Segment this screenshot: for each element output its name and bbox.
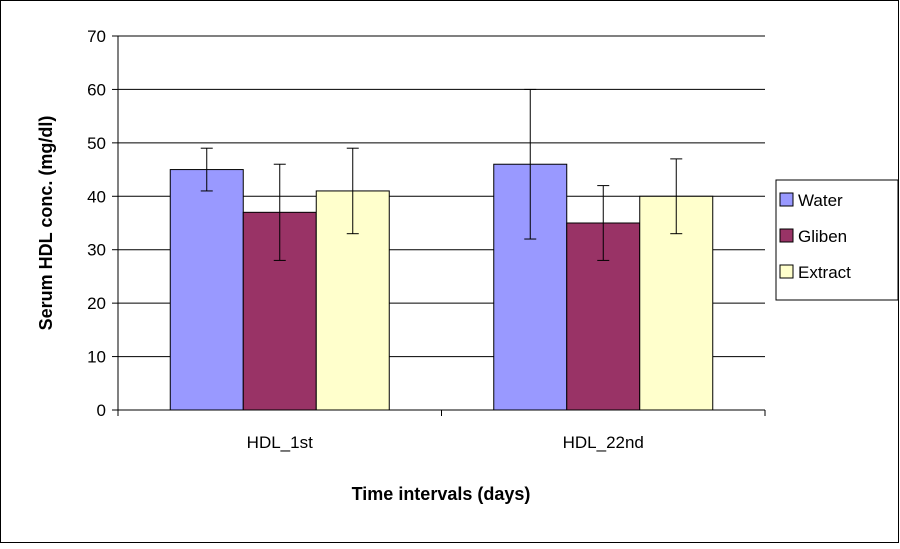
y-tick-label: 70: [87, 27, 106, 46]
legend-label-extract: Extract: [798, 263, 851, 282]
legend-swatch-water: [779, 192, 794, 207]
bar-water-hdl_1st: [169, 169, 244, 411]
legend-swatch-extract: [779, 264, 794, 279]
error-bars: [200, 88, 683, 261]
y-tick-label: 10: [87, 348, 106, 367]
y-tick-labels: 0 10 20 30 40 50 60 70: [87, 27, 106, 420]
legend-swatch-gliben: [779, 228, 794, 243]
legend: Water Gliben Extract: [775, 179, 899, 301]
legend-label-gliben: Gliben: [798, 227, 847, 246]
legend-box: [775, 179, 899, 301]
x-axis-label: Time intervals (days): [352, 484, 531, 504]
y-tick-label: 50: [87, 134, 106, 153]
x-category-labels: HDL_1st HDL_22nd: [247, 433, 644, 452]
y-axis-label: Serum HDL conc. (mg/dl): [36, 116, 56, 331]
legend-label-water: Water: [798, 191, 843, 210]
x-tick-label: HDL_1st: [247, 433, 313, 452]
axes: [112, 35, 766, 416]
y-tick-label: 40: [87, 187, 106, 206]
x-tick-label: HDL_22nd: [563, 433, 644, 452]
y-tick-label: 30: [87, 241, 106, 260]
y-tick-label: 0: [97, 401, 106, 420]
y-tick-label: 20: [87, 294, 106, 313]
y-tick-label: 60: [87, 80, 106, 99]
